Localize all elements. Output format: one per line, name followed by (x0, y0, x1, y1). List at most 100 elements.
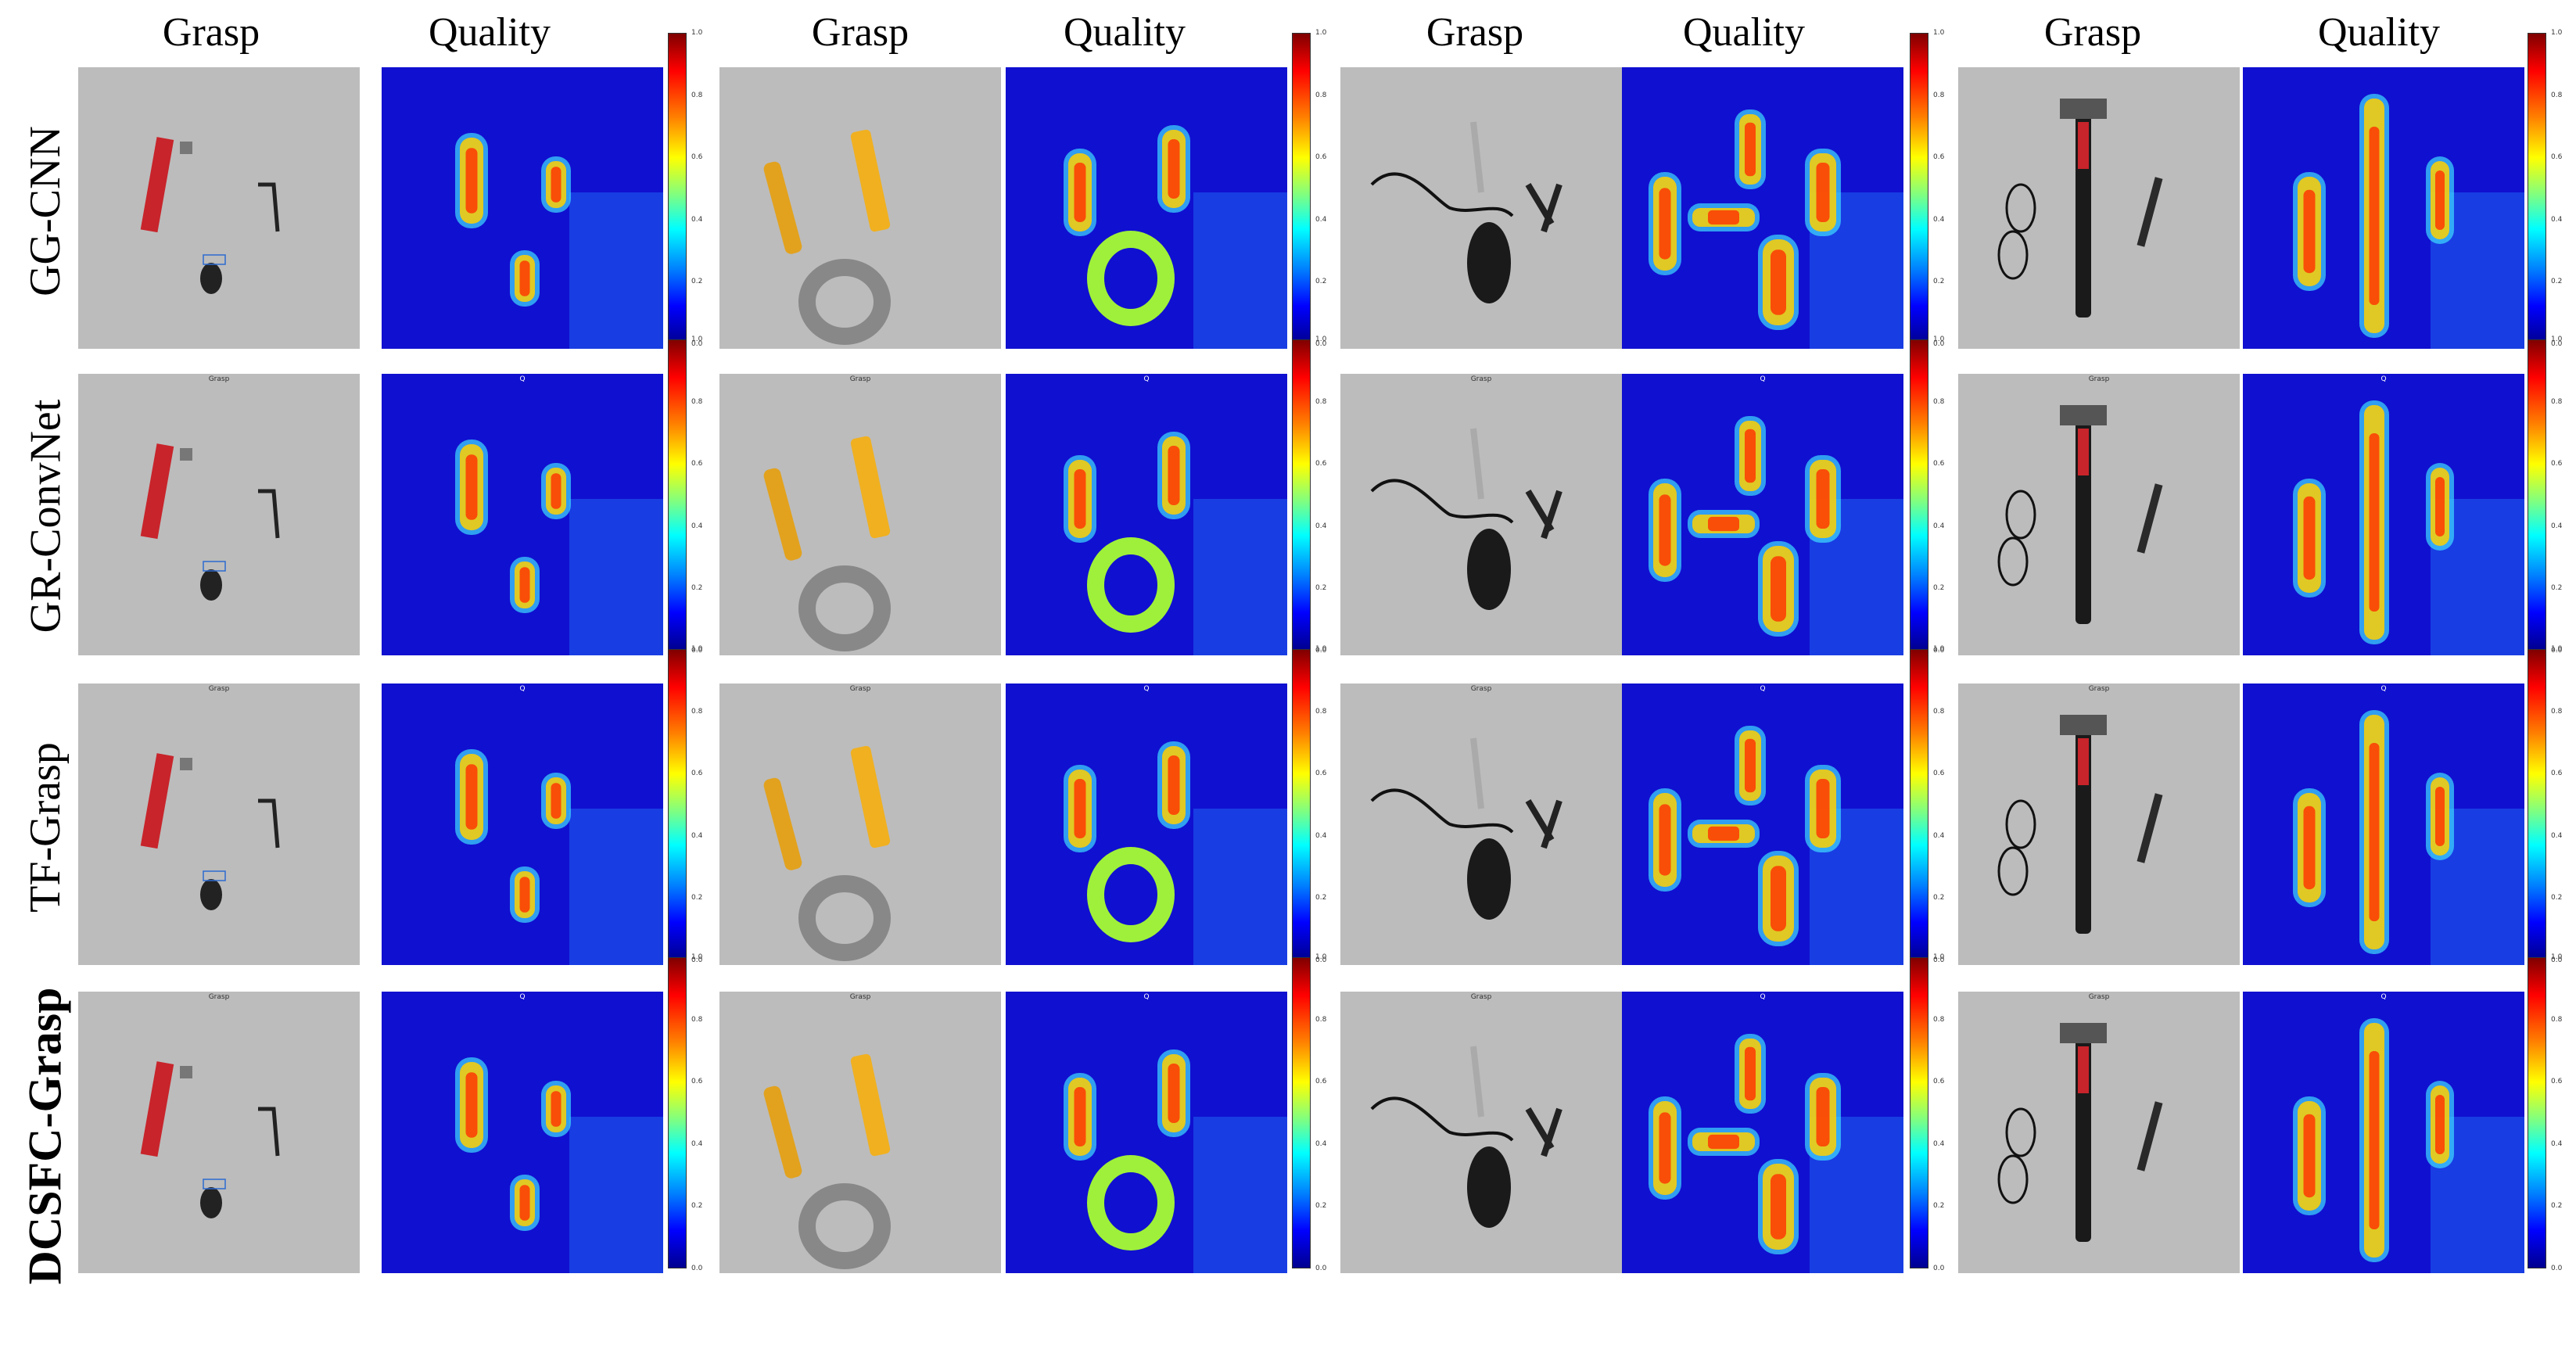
colorbar-tick-label: 1.0 (1933, 645, 1945, 653)
row-label-gr-convnet: GR-ConvNet (21, 399, 70, 633)
colorbar-tick-label: 0.0 (1315, 956, 1327, 964)
colorbar-gradient (1910, 33, 1928, 344)
colorbar-tick-label: 1.0 (1933, 335, 1945, 343)
quality-ring (1087, 231, 1175, 326)
mouse (1467, 838, 1511, 920)
car-key (200, 263, 222, 294)
colorbar-r4-c4: 1.0 0.8 0.6 0.4 0.2 0.0 (2528, 953, 2562, 1272)
colorbar-tick-label: 0.8 (1315, 1015, 1327, 1024)
colorbar-gradient (1910, 339, 1928, 651)
colorbar-gradient (2528, 957, 2546, 1268)
panel-title-grasp: Grasp (208, 375, 230, 383)
pliers (1525, 489, 1562, 540)
colorbar-tick-label: 0.8 (1933, 1015, 1945, 1024)
colorbar-tick-label: 0.4 (691, 1139, 703, 1148)
colorbar-tick-label: 0.4 (691, 831, 703, 840)
colorbar-tick-label: 0.2 (2551, 894, 2563, 902)
panel-title-grasp: Grasp (1470, 993, 1492, 1001)
panel-title-quality: Q (519, 685, 526, 693)
colorbar-tick-label: 1.0 (691, 29, 703, 37)
red-tag (140, 1061, 174, 1157)
colorbar-tick-label: 1.0 (2551, 335, 2563, 343)
colorbar-tick-label: 0.2 (1933, 584, 1945, 593)
tape-roll (798, 259, 891, 345)
grasp-image-r2-c1: Grasp (78, 374, 360, 655)
colorbar-gradient (2528, 33, 2546, 344)
panel-title-grasp: Grasp (2088, 993, 2110, 1001)
hammer-head (2060, 99, 2107, 119)
colorbar-tick-label: 0.6 (1933, 1078, 1945, 1086)
col-header-grasp-2: Grasp (811, 10, 909, 55)
colorbar-r4-c1: 1.0 0.8 0.6 0.4 0.2 0.0 (668, 953, 702, 1272)
hammer-head (2060, 715, 2107, 735)
colorbar-tick-label: 0.4 (1933, 522, 1945, 530)
glasses-lens (2005, 490, 2036, 540)
glasses-lens (2005, 799, 2036, 849)
colorbar-tick-label: 0.8 (691, 397, 703, 406)
colorbar-tick-label: 1.0 (1933, 953, 1945, 961)
colorbar-tick-label: 0.2 (2551, 1202, 2563, 1211)
quality-map-r3-c1: Q (382, 684, 663, 965)
hammer-head (2060, 405, 2107, 425)
colorbar-tick-label: 0.0 (2551, 340, 2563, 348)
grasp-box (203, 561, 226, 572)
panel-title-grasp: Grasp (2088, 375, 2110, 383)
grasp-box (203, 254, 226, 265)
hammer-stripe (2078, 122, 2089, 169)
colorbar-tick-label: 0.8 (1933, 397, 1945, 406)
colorbar-tick-label: 0.6 (1933, 460, 1945, 468)
colorbar-tick-label: 0.0 (1933, 647, 1945, 655)
grasp-image-r4-c2: Grasp (719, 992, 1001, 1273)
mouse (1467, 1146, 1511, 1228)
colorbar-tick-label: 0.2 (1933, 278, 1945, 286)
panel-title-quality: Q (1760, 375, 1766, 383)
pliers (1525, 798, 1562, 849)
panel-title-quality: Q (519, 375, 526, 383)
colorbar-tick-label: 0.4 (2551, 831, 2563, 840)
grasp-image-r3-c2: Grasp (719, 684, 1001, 965)
colorbar-tick-label: 0.4 (1933, 215, 1945, 224)
cable (1370, 172, 1514, 217)
hammer-head (2060, 1023, 2107, 1043)
box-cutter (850, 745, 891, 849)
colorbar-tick-label: 0.0 (691, 647, 703, 655)
tape-roll (798, 875, 891, 961)
colorbar-tick-label: 0.0 (2551, 647, 2563, 655)
colorbar-tick-label: 0.6 (1933, 770, 1945, 778)
colorbar-tick-label: 1.0 (691, 953, 703, 961)
quality-ring (1087, 847, 1175, 942)
colorbar-r2-c2: 1.0 0.8 0.6 0.4 0.2 0.0 (1292, 335, 1326, 655)
pen (2137, 177, 2163, 247)
colorbar-tick-label: 0.8 (2551, 397, 2563, 406)
grasp-box (203, 870, 226, 881)
quality-map-r4-c4: Q (2243, 992, 2524, 1273)
glasses-lens (2005, 1107, 2036, 1157)
quality-map-r1-c4 (2243, 67, 2524, 349)
tape-roll (798, 565, 891, 651)
glasses-lens (1997, 230, 2029, 280)
quality-map-r2-c1: Q (382, 374, 663, 655)
colorbar-tick-label: 0.6 (1315, 153, 1327, 162)
colorbar-tick-label: 0.8 (691, 1015, 703, 1024)
colorbar-gradient (2528, 649, 2546, 960)
colorbar-tick-label: 0.8 (2551, 1015, 2563, 1024)
colorbar-tick-label: 0.8 (1933, 707, 1945, 716)
glasses-lens (1997, 536, 2029, 587)
pliers (1525, 1107, 1562, 1157)
row-label-dcsfc-grasp: DCSFC-Grasp (19, 986, 71, 1285)
colorbar-tick-label: 0.6 (2551, 1078, 2563, 1086)
colorbar-tick-label: 0.2 (2551, 278, 2563, 286)
panel-title-quality: Q (1760, 685, 1766, 693)
car-key (200, 1187, 222, 1218)
colorbar-tick-label: 0.0 (1933, 956, 1945, 964)
quality-map-r4-c3: Q (1622, 992, 1903, 1273)
panel-title-grasp: Grasp (208, 993, 230, 1001)
screwdriver (763, 161, 802, 254)
hammer-stripe (2078, 429, 2089, 475)
colorbar-tick-label: 0.0 (691, 956, 703, 964)
colorbar-r3-c2: 1.0 0.8 0.6 0.4 0.2 0.0 (1292, 645, 1326, 964)
panel-title-grasp: Grasp (849, 375, 871, 383)
colorbar-tick-label: 0.6 (2551, 460, 2563, 468)
colorbar-r2-c1: 1.0 0.8 0.6 0.4 0.2 0.0 (668, 335, 702, 655)
panel-title-quality: Q (1143, 993, 1150, 1001)
